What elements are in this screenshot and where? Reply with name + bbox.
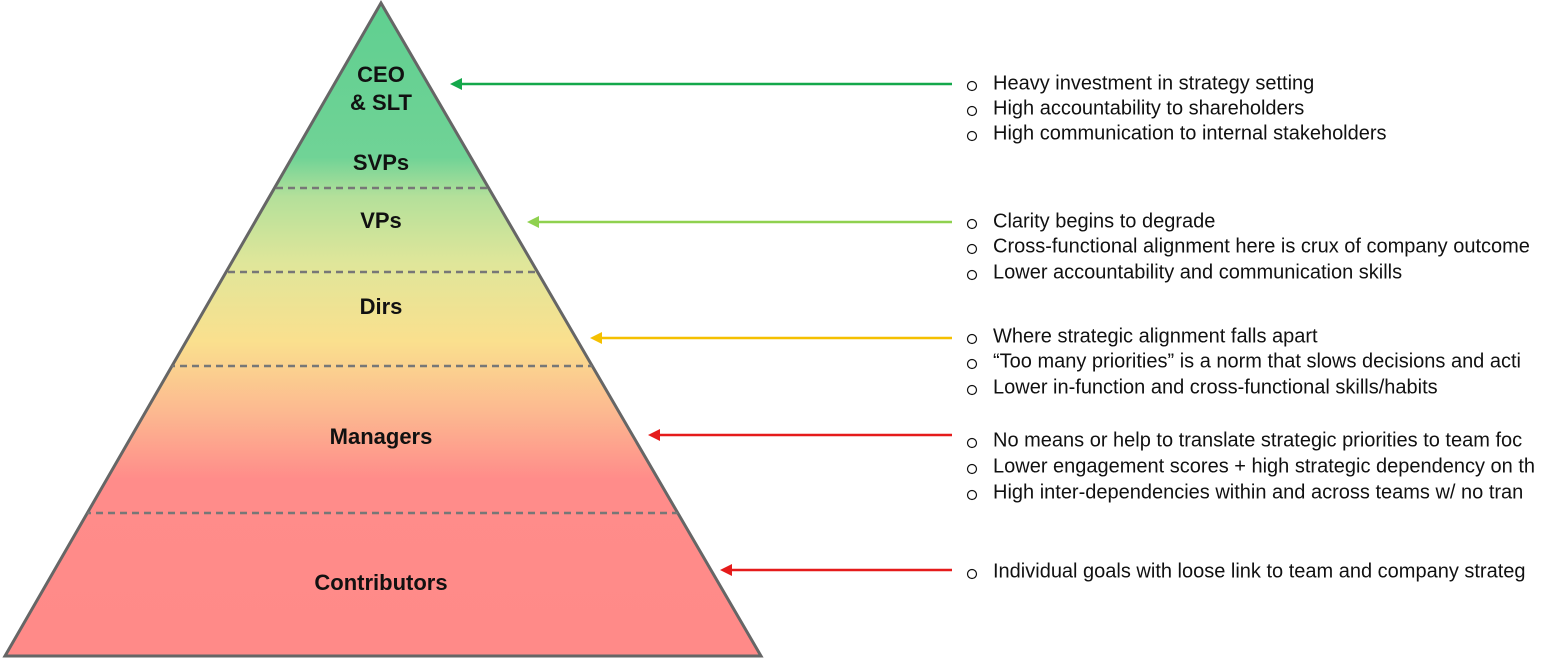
bullet-marker bbox=[966, 269, 978, 281]
bullet-marker bbox=[966, 384, 978, 396]
bullet-text: “Too many priorities” is a norm that slo… bbox=[993, 350, 1521, 372]
arrow-head bbox=[450, 78, 462, 90]
level-label: Contributors bbox=[314, 570, 447, 595]
bullet-marker bbox=[966, 463, 978, 475]
arrow-head bbox=[648, 429, 660, 441]
bullet-text: Lower engagement scores + high strategic… bbox=[993, 455, 1535, 477]
bullet-marker bbox=[966, 243, 978, 255]
bullet-marker bbox=[966, 333, 978, 345]
level-label: VPs bbox=[360, 208, 402, 233]
bullet-marker bbox=[966, 105, 978, 117]
bullet-marker bbox=[966, 80, 978, 92]
bullet-text: High accountability to shareholders bbox=[993, 97, 1304, 119]
bullet-text: High communication to internal stakehold… bbox=[993, 122, 1387, 144]
bullet-text: Where strategic alignment falls apart bbox=[993, 325, 1318, 347]
level-label: SVPs bbox=[353, 150, 409, 175]
bullet-text: Cross-functional alignment here is crux … bbox=[993, 235, 1530, 257]
arrow-head bbox=[720, 564, 732, 576]
bullet-marker bbox=[966, 358, 978, 370]
pyramid bbox=[2, 0, 764, 658]
bullet-text: Individual goals with loose link to team… bbox=[993, 560, 1526, 582]
bullet-marker bbox=[966, 489, 978, 501]
bullet-text: Lower in-function and cross-functional s… bbox=[993, 376, 1438, 398]
arrow-head bbox=[527, 216, 539, 228]
bullet-marker bbox=[966, 437, 978, 449]
bullet-text: High inter-dependencies within and acros… bbox=[993, 481, 1523, 503]
level-label: & SLT bbox=[350, 90, 412, 115]
bullet-text: Lower accountability and communication s… bbox=[993, 261, 1402, 283]
bullet-marker bbox=[966, 130, 978, 142]
bullet-marker bbox=[966, 568, 978, 580]
bullet-text: Heavy investment in strategy setting bbox=[993, 72, 1314, 94]
bullet-text: No means or help to translate strategic … bbox=[993, 429, 1522, 451]
bullet-text: Clarity begins to degrade bbox=[993, 210, 1215, 232]
level-label: Managers bbox=[330, 424, 433, 449]
level-label: CEO bbox=[357, 62, 405, 87]
bullet-marker bbox=[966, 218, 978, 230]
arrow-head bbox=[590, 332, 602, 344]
level-label: Dirs bbox=[360, 294, 403, 319]
